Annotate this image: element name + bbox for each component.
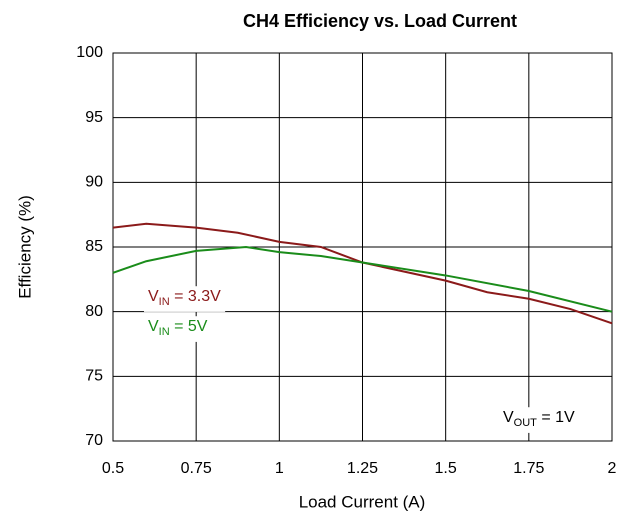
y-tick-label: 95 [85,109,103,126]
label-base: V [503,409,514,426]
y-tick-label: 70 [85,432,103,449]
label-rest: = 3.3V [170,288,221,305]
y-tick-label: 85 [85,238,103,255]
x-axis-label: Load Current (A) [299,492,426,511]
y-axis-label: Efficiency (%) [15,195,34,299]
plot-frame [112,52,613,442]
label-sub: IN [159,296,170,308]
label-bg [144,316,212,342]
label-base: V [148,288,159,305]
series-line [112,222,613,325]
label-text: VIN = 3.3V [148,288,221,308]
label-sub: OUT [514,417,538,429]
label-rest: = 1V [537,409,575,426]
label: VOUT = 1V [499,407,580,433]
y-tick-label: 90 [85,174,103,191]
x-tick-label: 2 [608,460,617,477]
x-tick-label: 1 [275,460,284,477]
y-tick-label: 80 [85,303,103,320]
x-tick-label: 1.75 [513,460,544,477]
label-bg [144,286,226,312]
label-rest: = 5V [170,318,208,335]
label-text: VOUT = 1V [503,409,575,429]
label: VIN = 3.3V [144,286,226,312]
x-tick-label: 1.5 [435,460,457,477]
label-bg [499,407,580,433]
x-tick-label: 0.5 [102,460,124,477]
y-tick-label: 75 [85,368,103,385]
y-tick-label: 100 [76,44,103,61]
label-sub: IN [159,326,170,338]
x-tick-label: 1.25 [347,460,378,477]
label-text: VIN = 5V [148,318,208,338]
label: VIN = 5V [144,316,212,342]
series-line [112,245,613,313]
x-tick-label: 0.75 [181,460,212,477]
label-base: V [148,318,159,335]
chart-title: CH4 Efficiency vs. Load Current [243,11,517,31]
